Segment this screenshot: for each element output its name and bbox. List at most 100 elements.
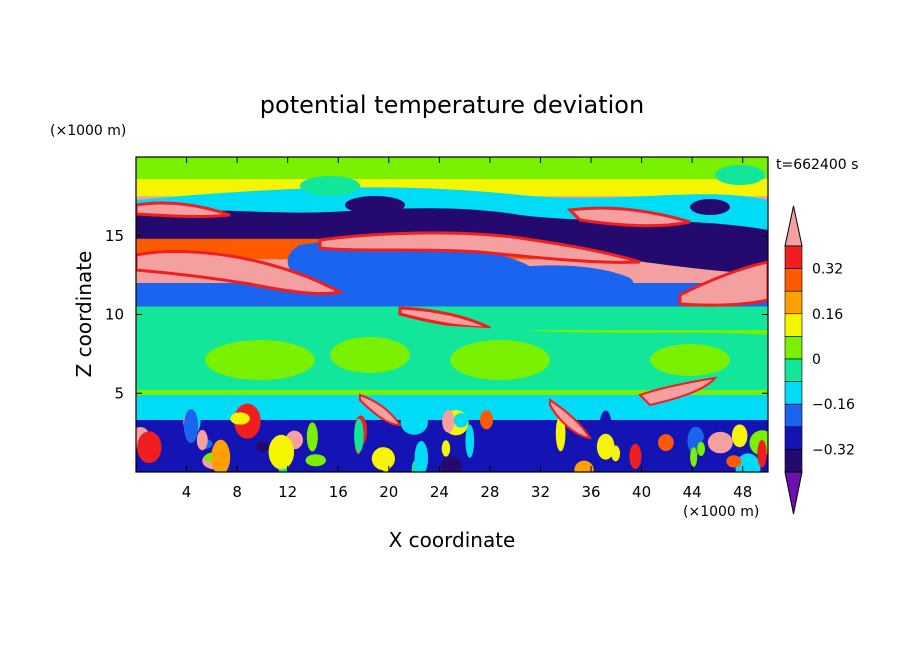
x-tick-label: 40 <box>632 483 651 501</box>
x-tick-label: 48 <box>733 483 752 501</box>
turbulent-cell <box>440 456 462 472</box>
colorbar: 0.32 0.16 0 −0.16 −0.32 <box>784 205 855 515</box>
x-tick-label: 16 <box>329 483 348 501</box>
pink-band <box>318 231 641 264</box>
x-axis-title: X coordinate <box>389 528 516 552</box>
colorbar-box <box>784 313 803 337</box>
y-tick-label: 10 <box>105 306 124 324</box>
x-axis: 4 8 12 16 20 24 28 32 36 40 44 48 <box>182 157 752 501</box>
colorbar-box <box>784 449 803 473</box>
pink-band <box>136 201 231 219</box>
turbulent-cell <box>256 441 269 452</box>
turbulent-cell <box>268 434 295 470</box>
x-tick-label: 36 <box>581 483 600 501</box>
x-tick-label: 20 <box>379 483 398 501</box>
turbulent-cell <box>306 422 318 452</box>
turbulent-cell <box>735 453 761 472</box>
colorbar-extend-bottom <box>784 471 803 515</box>
turbulent-cell <box>599 410 612 441</box>
turbulent-cell <box>658 434 674 452</box>
turbulent-cell <box>196 430 208 451</box>
y-tick-label: 15 <box>105 227 124 245</box>
pink-streak <box>549 398 592 440</box>
blue-region <box>498 265 634 300</box>
colorbar-box <box>784 381 803 405</box>
turbulent-cell <box>137 431 162 464</box>
pink-streak <box>359 393 402 427</box>
turbulent-cell <box>465 424 475 458</box>
colorbar-box <box>784 426 803 450</box>
turbulent-cell <box>690 447 698 467</box>
turbulent-cell <box>400 410 428 435</box>
turbulent-cell <box>305 454 326 467</box>
y-axis-title: Z coordinate <box>72 251 96 378</box>
turbulent-cell <box>414 440 429 472</box>
turbulent-cell <box>731 424 748 448</box>
pink-band <box>678 260 768 307</box>
x-tick-label: 32 <box>531 483 550 501</box>
turbulent-cell <box>697 441 706 457</box>
turbulent-cell <box>166 445 183 471</box>
turbulent-cell <box>380 453 391 472</box>
heatmap-features <box>136 165 768 472</box>
pink-band <box>398 306 491 330</box>
lime-spot <box>330 337 410 373</box>
x-unit-label: (×1000 m) <box>683 504 759 520</box>
turbulent-cells <box>136 403 768 472</box>
x-tick-label: 12 <box>278 483 297 501</box>
turbulent-cell <box>479 410 494 430</box>
lime-spot <box>205 340 315 380</box>
green-spot <box>715 165 765 185</box>
colorbar-tick-label: 0.16 <box>812 307 843 323</box>
pink-band <box>566 206 691 228</box>
turbulent-cell <box>453 412 469 428</box>
x-tick-label: 28 <box>480 483 499 501</box>
colorbar-box <box>784 245 803 269</box>
turbulent-cell <box>596 433 615 460</box>
turbulent-cell <box>183 409 199 444</box>
colorbar-box <box>784 358 803 382</box>
turbulent-cell <box>508 429 523 455</box>
turbulent-cell <box>574 460 594 472</box>
colorbar-box <box>784 403 803 428</box>
x-tick-label: 4 <box>182 483 192 501</box>
x-tick-label: 24 <box>430 483 449 501</box>
turbulent-cell <box>441 440 451 457</box>
purple-spot <box>690 199 730 215</box>
x-tick-label: 44 <box>683 483 702 501</box>
purple-spot <box>345 196 405 214</box>
turbulent-cell <box>533 426 547 439</box>
turbulent-cell <box>555 415 566 452</box>
pink-band <box>136 249 345 296</box>
blue-region <box>287 239 542 301</box>
turbulent-cell <box>442 409 455 433</box>
turbulent-cell <box>707 431 733 454</box>
turbulent-cell <box>629 443 642 469</box>
y-tick-label: 5 <box>114 384 124 402</box>
colorbar-box <box>784 336 803 360</box>
lime-spot <box>650 344 730 376</box>
turbulent-cell <box>483 438 493 459</box>
turbulent-cell <box>757 439 767 468</box>
time-label: t=662400 s <box>776 157 858 173</box>
colorbar-tick-label: −0.16 <box>812 397 855 413</box>
plot-area <box>136 157 768 472</box>
colorbar-tick-label: −0.32 <box>812 442 855 458</box>
turbulent-cell <box>726 455 742 468</box>
colorbar-extend-top <box>784 205 803 247</box>
turbulent-cell <box>354 418 364 453</box>
turbulent-cell <box>230 412 250 425</box>
chart-title: potential temperature deviation <box>260 91 644 119</box>
turbulent-cell <box>211 439 231 472</box>
colorbar-box <box>784 268 803 292</box>
y-axis: 5 10 15 <box>105 227 768 402</box>
colorbar-box <box>784 290 803 315</box>
x-tick-label: 8 <box>232 483 242 501</box>
y-unit-label: (×1000 m) <box>50 123 126 139</box>
colorbar-tick-label: 0.32 <box>812 262 843 278</box>
pink-streak <box>638 376 718 407</box>
green-spot <box>300 176 360 196</box>
colorbar-tick-label: 0 <box>812 352 821 368</box>
lime-spot <box>450 340 550 380</box>
